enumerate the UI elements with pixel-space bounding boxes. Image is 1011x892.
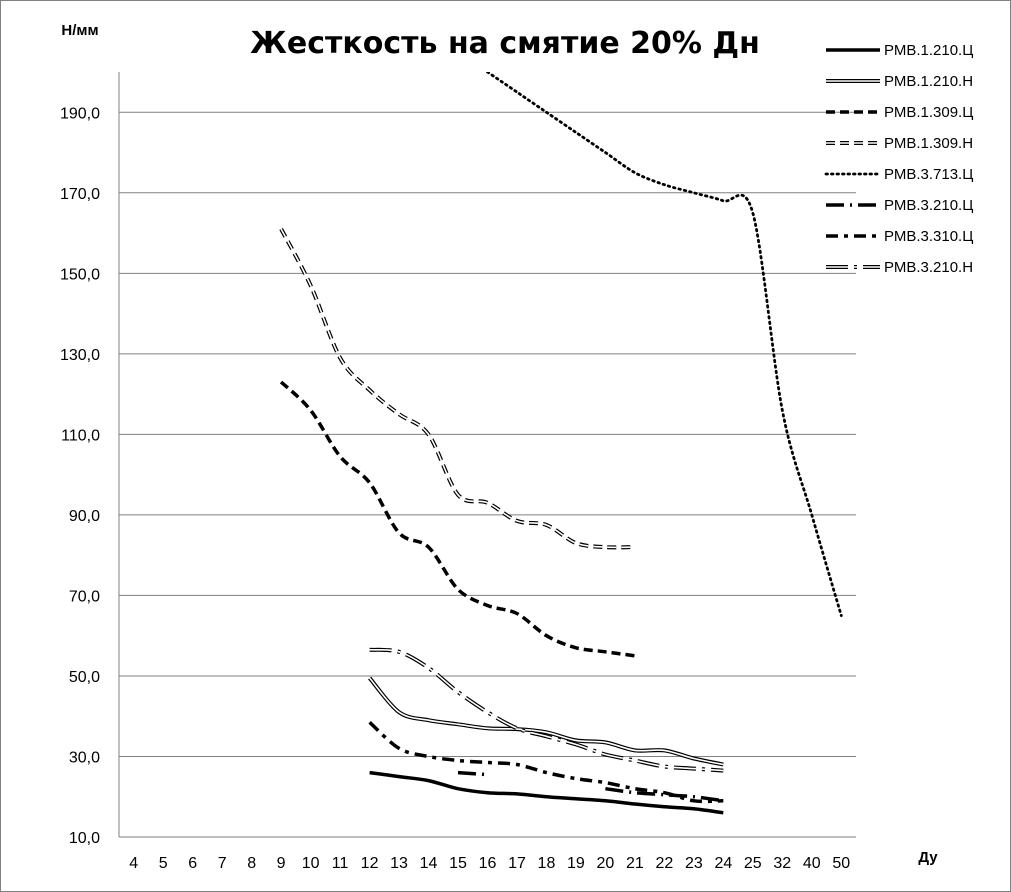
- x-tick-label: 11: [332, 855, 349, 872]
- x-tick-label: 22: [655, 855, 673, 872]
- legend-label: РМВ.3.310.Ц: [884, 228, 973, 245]
- legend-label: РМВ.3.713.Ц: [884, 166, 973, 183]
- y-tick-label: 50,0: [69, 669, 100, 686]
- legend-item: РМВ.1.210.Н: [826, 73, 973, 90]
- x-tick-label: 19: [567, 855, 585, 872]
- series-line-5: [486, 72, 843, 617]
- y-axis-unit-label: Н/мм: [61, 22, 98, 39]
- series-path: [368, 720, 724, 804]
- x-tick-label: 7: [218, 855, 227, 872]
- y-tick-label: 30,0: [69, 749, 100, 766]
- series-path: [369, 770, 724, 815]
- y-tick-labels: 10,0 30,0 50,0 70,0 90,0 110,0 130,0 150,0 170,0…: [60, 105, 100, 847]
- legend-item: РМВ.1.309.Н: [826, 135, 973, 152]
- y-tick-label: 70,0: [69, 588, 100, 605]
- gridlines: [119, 111, 856, 838]
- series-path: [369, 649, 724, 772]
- legend-label: РМВ.1.309.Н: [884, 135, 973, 152]
- series-line-2: [368, 676, 724, 767]
- x-tick-label: 8: [247, 855, 256, 872]
- legend-label: РМВ.1.210.Н: [884, 73, 973, 90]
- y-tick-label: 170,0: [60, 186, 100, 203]
- x-tick-label: 4: [129, 855, 138, 872]
- x-tick-label: 12: [361, 855, 379, 872]
- series-path: [368, 677, 724, 766]
- x-tick-label: 50: [832, 855, 850, 872]
- x-tick-labels: 4 5 6 7 8 9 10 11 12 13 14 15 16 17 18 19 20 21 22 23 24 25 32…: [129, 855, 850, 872]
- series-path: [280, 228, 635, 549]
- x-tick-label: 17: [508, 855, 526, 872]
- legend-item: РМВ.3.210.Н: [826, 259, 973, 276]
- series-lines: [279, 72, 843, 815]
- x-tick-label: 6: [188, 855, 197, 872]
- series-line-8: [369, 647, 724, 773]
- legend-label: РМВ.1.210.Ц: [884, 42, 973, 59]
- series-path: [605, 786, 724, 803]
- x-tick-label: 20: [597, 855, 615, 872]
- series-line-1: [369, 770, 724, 815]
- series-line-3: [279, 380, 636, 658]
- y-tick-label: 190,0: [60, 105, 100, 122]
- legend: РМВ.1.210.Ц РМВ.1.210.Н РМВ.1.309.Ц РМВ.1.3…: [824, 42, 973, 276]
- legend-item: РМВ.3.210.Ц: [826, 197, 973, 214]
- x-tick-label: 25: [744, 855, 762, 872]
- x-tick-label: 13: [390, 855, 408, 872]
- x-tick-label: 10: [302, 855, 320, 872]
- y-tick-label: 130,0: [60, 347, 100, 364]
- series-line-6: [457, 770, 724, 803]
- y-tick-label: 110,0: [61, 427, 100, 444]
- legend-item: РМВ.3.713.Ц: [824, 166, 973, 183]
- legend-label: РМВ.1.309.Ц: [884, 104, 973, 121]
- legend-label: РМВ.3.210.Н: [884, 259, 973, 276]
- x-tick-label: 24: [714, 855, 732, 872]
- chart-title: Жесткость на смятие 20% Дн: [250, 26, 760, 61]
- x-tick-label: 18: [538, 855, 556, 872]
- x-tick-label: 14: [420, 855, 438, 872]
- series-line-7: [368, 720, 724, 804]
- series-path: [457, 770, 488, 777]
- legend-item: РМВ.3.310.Ц: [826, 228, 973, 245]
- series-path: [279, 380, 636, 658]
- y-tick-label: 90,0: [69, 508, 100, 525]
- legend-item: РМВ.1.210.Ц: [826, 42, 973, 59]
- series-path: [486, 72, 843, 617]
- x-tick-label: 16: [479, 855, 497, 872]
- series-line-4: [279, 228, 635, 550]
- x-tick-label: 21: [626, 855, 644, 872]
- x-axis-label: Ду: [918, 849, 938, 866]
- x-tick-label: 23: [685, 855, 703, 872]
- legend-label: РМВ.3.210.Ц: [884, 197, 973, 214]
- y-tick-label: 10,0: [69, 830, 100, 847]
- legend-item: РМВ.1.309.Ц: [826, 104, 973, 121]
- series-path: [279, 228, 635, 550]
- x-tick-label: 9: [277, 855, 286, 872]
- x-tick-label: 5: [159, 855, 168, 872]
- x-tick-label: 15: [449, 855, 467, 872]
- x-tick-label: 40: [803, 855, 821, 872]
- y-tick-label: 150,0: [60, 266, 100, 283]
- x-tick-label: 32: [773, 855, 791, 872]
